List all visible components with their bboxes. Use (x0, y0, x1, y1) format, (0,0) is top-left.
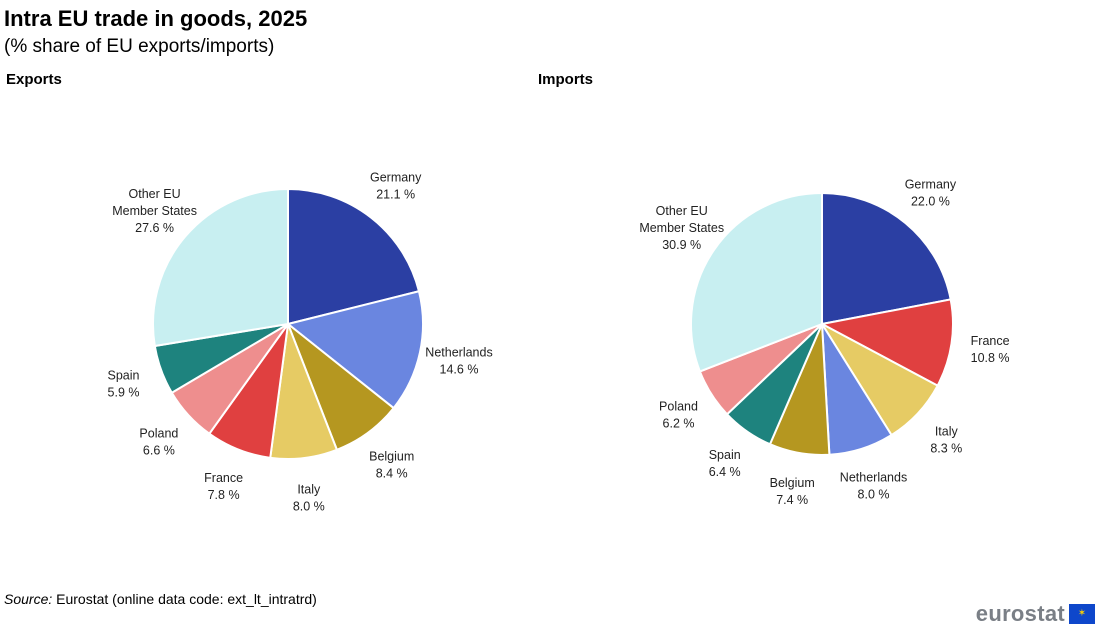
exports-slice-netherlands (285, 290, 424, 410)
imports-slice-france (819, 298, 954, 388)
chart-subtitle: (% share of EU exports/imports) (4, 36, 275, 57)
logo-text: eurostat (975, 601, 1065, 626)
exports-label-netherlands: Netherlands 14.6 % (425, 346, 492, 377)
imports-label-poland: Poland 6.2 % (659, 400, 698, 431)
imports-label-netherlands: Netherlands 8.0 % (840, 471, 907, 502)
exports-label-poland: Poland 6.6 % (139, 427, 178, 458)
imports-slice-germany (821, 191, 952, 326)
exports-slice-other-eu-member-states (152, 187, 289, 348)
chart-title: Intra EU trade in goods, 2025 (4, 6, 308, 31)
exports-label-spain: Spain 5.9 % (108, 368, 140, 399)
imports-pie: Germany 22.0 % France 10.8 % Italy 8.3 % Nethe… (639, 178, 1009, 507)
imports-panel-title: Imports (538, 71, 594, 88)
eu-flag-icon: ✶ (1069, 604, 1095, 624)
source-note: Source: Eurostat (online data code: ext_… (4, 591, 317, 607)
imports-label-germany: Germany 22.0 % (905, 178, 957, 209)
exports-label-belgium: Belgium 8.4 % (369, 449, 414, 480)
exports-slice-germany (287, 187, 421, 326)
exports-label-germany: Germany 21.1 % (370, 171, 422, 202)
source-text: Eurostat (online data code: ext_lt_intra… (56, 591, 317, 607)
eurostat-logo: eurostat ✶ (976, 601, 1095, 627)
imports-label-spain: Spain 6.4 % (709, 448, 741, 479)
imports-label-other-eu-member-states: Other EU Member States 30.9 % (639, 204, 724, 252)
imports-label-belgium: Belgium 7.4 % (770, 476, 815, 507)
exports-pie: Germany 21.1 % Netherlands 14.6 % Belgium 8.4… (108, 171, 493, 514)
imports-label-france: France 10.8 % (971, 334, 1010, 365)
exports-panel-title: Exports (6, 71, 62, 88)
exports-label-france: France 7.8 % (204, 471, 243, 502)
exports-label-italy: Italy 8.0 % (293, 482, 325, 513)
imports-slice-other-eu-member-states (690, 191, 823, 373)
source-label: Source: (4, 591, 53, 607)
imports-label-italy: Italy 8.3 % (930, 425, 962, 456)
exports-label-other-eu-member-states: Other EU Member States 27.6 % (112, 187, 197, 235)
